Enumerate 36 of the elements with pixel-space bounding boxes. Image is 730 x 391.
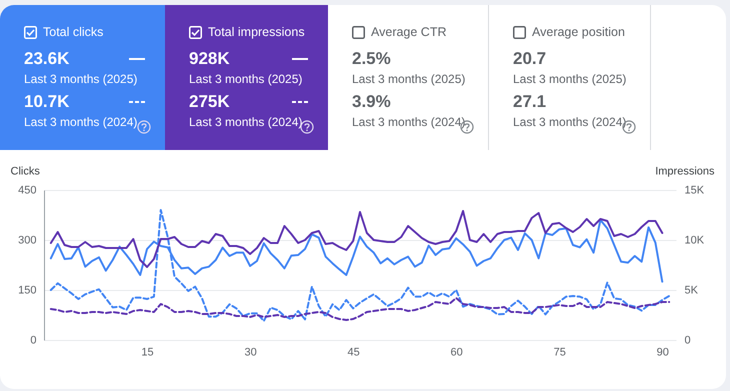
y-tick-label: 0 bbox=[30, 334, 36, 346]
x-tick-label: 45 bbox=[348, 346, 360, 358]
y-tick-label: 450 bbox=[18, 184, 36, 196]
text: Last 3 months (2025) bbox=[352, 72, 466, 86]
text: 27.1 bbox=[513, 92, 546, 112]
y-tick-label: 150 bbox=[18, 284, 36, 296]
text: Last 3 months (2025) bbox=[513, 72, 626, 86]
text: Last 3 months (2024) bbox=[189, 115, 302, 129]
text: 2.5% bbox=[352, 49, 391, 69]
text: Total impressions bbox=[208, 25, 305, 39]
x-tick-label: 30 bbox=[244, 346, 257, 358]
x-tick-label: 60 bbox=[450, 346, 463, 358]
x-tick-label: 15 bbox=[141, 346, 154, 358]
y-tick-label: 300 bbox=[18, 234, 36, 246]
text: Last 3 months (2025) bbox=[189, 72, 302, 86]
y2-tick-label: 5K bbox=[684, 284, 699, 296]
y2-tick-label: 10K bbox=[684, 234, 705, 246]
text: Total clicks bbox=[43, 25, 104, 39]
text: 23.6K bbox=[24, 49, 70, 69]
y2-axis-title: Impressions bbox=[655, 166, 715, 178]
y-axis-title: Clicks bbox=[10, 166, 40, 178]
text: Last 3 months (2024) bbox=[24, 115, 138, 129]
text: Last 3 months (2024) bbox=[352, 115, 466, 129]
y2-tick-label: 0 bbox=[684, 334, 691, 346]
x-tick-label: 90 bbox=[656, 346, 669, 358]
text: 10.7K bbox=[24, 92, 70, 112]
text: Last 3 months (2024) bbox=[513, 115, 626, 129]
x-tick-label: 75 bbox=[554, 346, 566, 358]
text: Average position bbox=[532, 25, 625, 39]
text: 928K bbox=[189, 49, 230, 69]
text: 3.9% bbox=[352, 92, 391, 112]
y2-tick-label: 15K bbox=[684, 184, 705, 196]
text: Last 3 months (2025) bbox=[24, 72, 138, 86]
text: Average CTR bbox=[371, 25, 446, 39]
text: 20.7 bbox=[513, 49, 546, 69]
text: 275K bbox=[189, 92, 230, 112]
